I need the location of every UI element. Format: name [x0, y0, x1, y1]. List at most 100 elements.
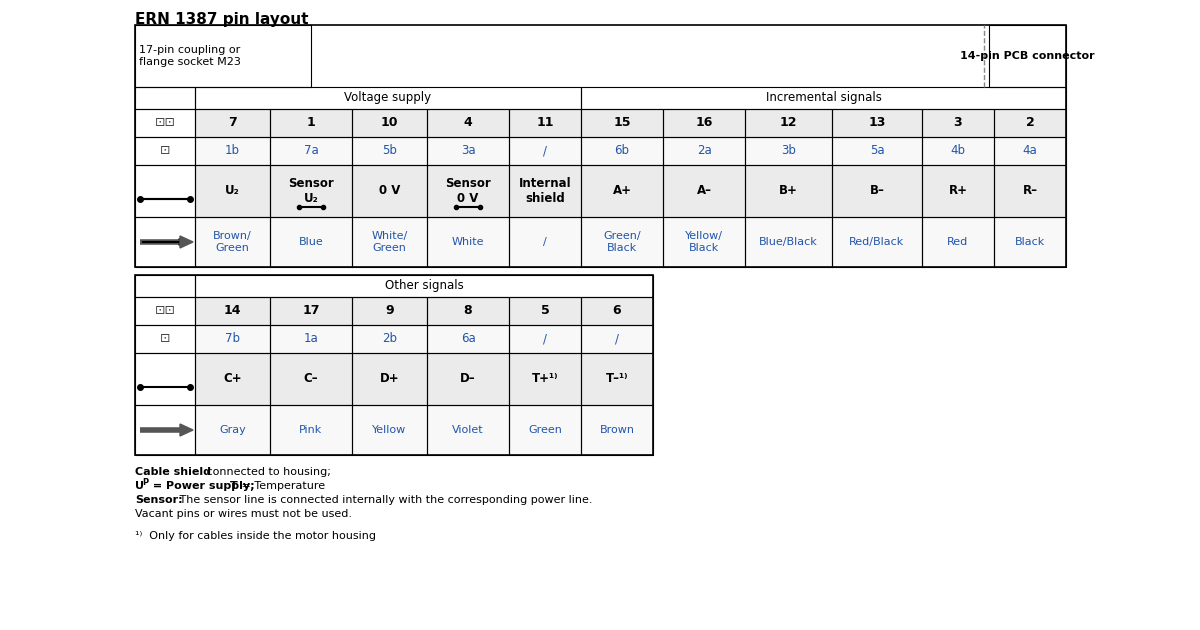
Bar — [427, 165, 509, 217]
Text: A–: A– — [696, 185, 712, 197]
Text: 3: 3 — [954, 117, 962, 130]
Bar — [994, 217, 1066, 267]
Bar — [352, 137, 427, 165]
Text: 4: 4 — [463, 117, 473, 130]
Text: Incremental signals: Incremental signals — [766, 91, 882, 105]
Bar — [270, 109, 352, 137]
Bar — [581, 137, 662, 165]
Bar — [581, 297, 653, 325]
Bar — [194, 165, 270, 217]
Text: 4b: 4b — [950, 144, 966, 158]
Bar — [194, 297, 270, 325]
Bar — [270, 353, 352, 405]
Bar — [509, 353, 581, 405]
Bar — [581, 165, 662, 217]
Text: 0 V: 0 V — [379, 185, 400, 197]
Text: 5b: 5b — [382, 144, 397, 158]
Text: Vacant pins or wires must not be used.: Vacant pins or wires must not be used. — [134, 509, 352, 519]
Text: 6a: 6a — [461, 333, 475, 345]
Bar — [352, 405, 427, 455]
Bar — [427, 217, 509, 267]
Text: Green: Green — [528, 425, 562, 435]
Bar — [134, 137, 194, 165]
Text: B–: B– — [870, 185, 884, 197]
Bar — [194, 325, 270, 353]
Text: T: T — [230, 481, 238, 491]
Bar — [134, 405, 194, 455]
Text: 6b: 6b — [614, 144, 630, 158]
Text: 14: 14 — [223, 304, 241, 318]
Text: U: U — [134, 481, 144, 491]
Bar — [994, 109, 1066, 137]
Bar — [270, 325, 352, 353]
Text: Yellow: Yellow — [372, 425, 407, 435]
Text: 7a: 7a — [304, 144, 318, 158]
Text: Yellow/
Black: Yellow/ Black — [685, 231, 722, 253]
Bar — [745, 165, 832, 217]
Bar — [922, 137, 994, 165]
Bar — [509, 165, 581, 217]
Bar — [134, 25, 1066, 267]
Text: 1a: 1a — [304, 333, 318, 345]
Bar — [509, 353, 581, 405]
Text: White: White — [451, 237, 485, 247]
Bar — [194, 137, 270, 165]
Bar — [194, 109, 270, 137]
Bar — [352, 353, 427, 405]
Bar — [581, 137, 662, 165]
Bar — [922, 109, 994, 137]
Text: U₂: U₂ — [226, 185, 240, 197]
Text: Sensor
0 V: Sensor 0 V — [445, 177, 491, 205]
Bar — [427, 109, 509, 137]
Bar — [922, 217, 994, 267]
Text: 11: 11 — [536, 117, 553, 130]
Bar — [194, 275, 653, 297]
Bar — [270, 217, 352, 267]
Bar — [994, 137, 1066, 165]
Text: Red/Black: Red/Black — [850, 237, 905, 247]
Bar — [581, 325, 653, 353]
Bar — [194, 217, 270, 267]
Bar — [832, 165, 922, 217]
Bar — [352, 353, 427, 405]
Bar — [427, 217, 509, 267]
Bar — [134, 217, 194, 267]
Text: Red: Red — [947, 237, 968, 247]
Text: 17-pin coupling or
flange socket M23: 17-pin coupling or flange socket M23 — [139, 45, 241, 67]
Text: = Temperature: = Temperature — [238, 481, 325, 491]
Text: D+: D+ — [379, 372, 400, 386]
Bar — [509, 297, 581, 325]
Text: 5: 5 — [541, 304, 550, 318]
Bar — [427, 109, 509, 137]
Bar — [832, 137, 922, 165]
Polygon shape — [180, 424, 193, 436]
Text: connected to housing;: connected to housing; — [203, 467, 331, 477]
Text: /: / — [544, 237, 547, 247]
Text: 7b: 7b — [226, 333, 240, 345]
Bar — [352, 297, 427, 325]
Bar — [270, 217, 352, 267]
Bar — [581, 165, 662, 217]
Bar — [134, 353, 194, 405]
Text: Other signals: Other signals — [385, 280, 463, 292]
Text: Pink: Pink — [299, 425, 323, 435]
Bar — [509, 405, 581, 455]
Text: Gray: Gray — [220, 425, 246, 435]
Bar — [352, 109, 427, 137]
Text: ERN 1387 pin layout: ERN 1387 pin layout — [134, 12, 308, 27]
Bar — [662, 109, 745, 137]
Bar — [352, 137, 427, 165]
Bar — [745, 137, 832, 165]
Text: T+¹⁾: T+¹⁾ — [532, 372, 558, 386]
Bar — [509, 325, 581, 353]
Text: 13: 13 — [869, 117, 886, 130]
Text: The sensor line is connected internally with the corresponding power line.: The sensor line is connected internally … — [176, 495, 593, 505]
Text: 10: 10 — [380, 117, 398, 130]
Text: 6: 6 — [613, 304, 622, 318]
Bar — [994, 109, 1066, 137]
Bar — [745, 217, 832, 267]
Bar — [832, 109, 922, 137]
Bar — [427, 405, 509, 455]
Bar — [270, 405, 352, 455]
Bar — [270, 165, 352, 217]
